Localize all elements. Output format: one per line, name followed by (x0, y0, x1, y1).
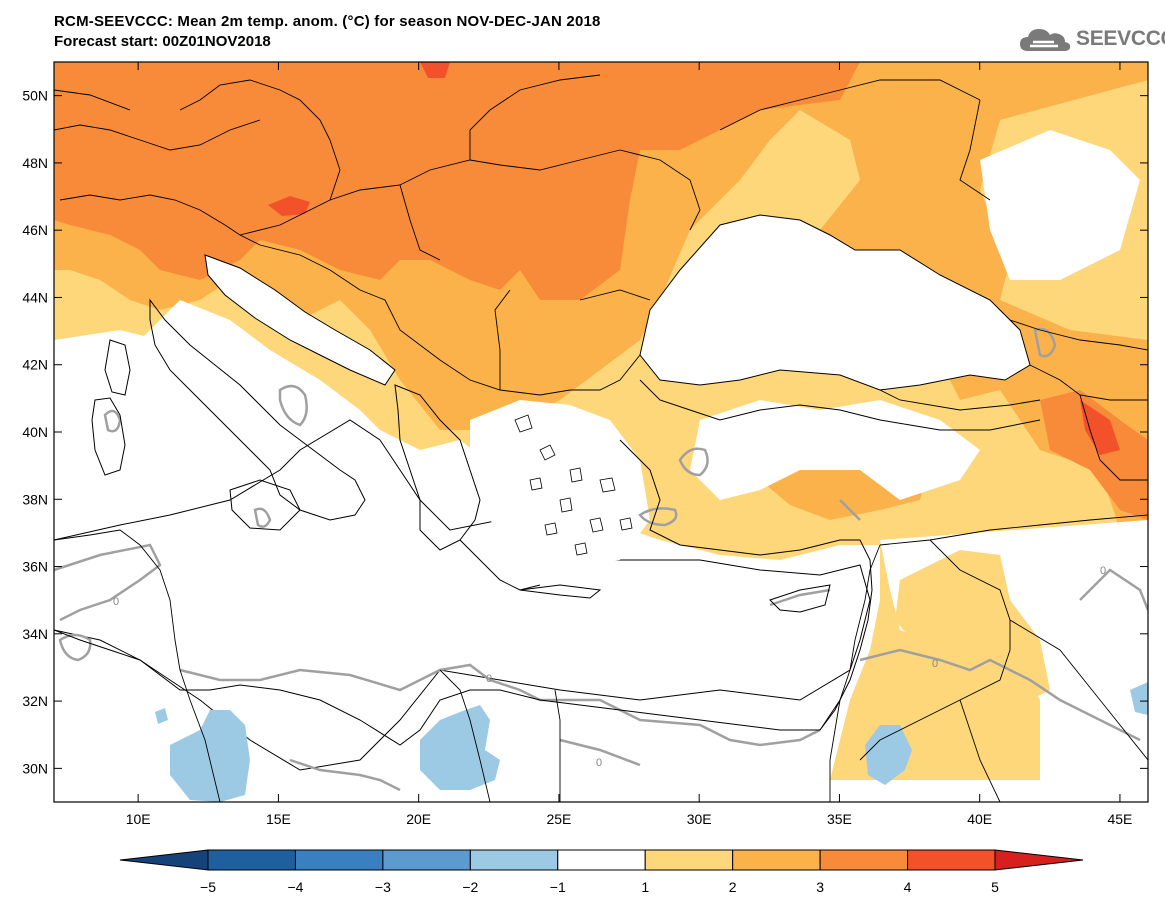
zero-contour-levant (859, 568, 1148, 742)
colorbar-bin (907, 849, 996, 871)
lat-tick-label: 48N (22, 155, 48, 171)
mediterranean-sea (54, 419, 871, 771)
colorbar-bin (207, 849, 296, 871)
zero-contour-libya (179, 663, 821, 747)
longitude-axis: 10E 15E 20E 25E 30E 35E 40E 45E (126, 62, 1132, 827)
contour-label: 0 (596, 757, 602, 769)
adriatic-sea (204, 254, 396, 386)
colorbar-over-triangle (994, 849, 1084, 871)
colorbar-bin (644, 849, 734, 871)
aegean-islands (514, 414, 633, 556)
zero-contour-north-africa (54, 543, 162, 622)
forecast-start: Forecast start: 00Z01NOV2018 (54, 33, 271, 50)
lon-tick-label: 20E (406, 811, 431, 827)
colorbar-bin (382, 849, 471, 871)
colorbar-label: 3 (816, 879, 824, 895)
aegean-sea (470, 400, 650, 565)
zero-contour-anatolia-2 (638, 507, 678, 527)
colorbar-label: −2 (462, 879, 478, 895)
zero-contour-caucasus (1033, 327, 1057, 358)
anomaly-band-minus1-minus2-libya (170, 710, 250, 802)
anomaly-band-neutral-ukraine (980, 130, 1140, 280)
colorbar-label: −3 (375, 879, 391, 895)
logo-text: SEEVCCC (1076, 27, 1165, 50)
lat-tick-label: 42N (22, 357, 48, 373)
colorbar-bin (469, 849, 559, 871)
lat-tick-label: 38N (22, 491, 48, 507)
lon-tick-label: 40E (967, 811, 992, 827)
map-title: RCM-SEEVCCC: Mean 2m temp. anom. (°C) fo… (54, 13, 601, 30)
lat-tick-label: 36N (22, 559, 48, 575)
contour-label: 0 (932, 658, 938, 670)
colorbar-bin (557, 849, 646, 871)
lat-tick-label: 44N (22, 289, 48, 305)
zero-contour-libya-small (58, 633, 92, 662)
contour-label: 0 (113, 596, 119, 608)
country-borders (54, 74, 1148, 802)
lat-tick-label: 50N (22, 88, 48, 104)
colorbar: −5 −4 −3 −2 −1 1 2 3 4 5 (119, 849, 1084, 895)
lat-tick-label: 32N (22, 693, 48, 709)
lon-tick-label: 30E (687, 811, 712, 827)
lat-tick-label: 30N (22, 760, 48, 776)
colorbar-bin (819, 849, 909, 871)
anomaly-band-4-5-north (420, 62, 450, 78)
latitude-axis: 50N 48N 46N 44N 42N 40N 38N 36N 34N 32N 30N (22, 88, 1148, 776)
contour-label: 0 (486, 673, 492, 685)
colorbar-label: 2 (729, 879, 737, 895)
lat-tick-label: 40N (22, 424, 48, 440)
colorbar-under-triangle (119, 849, 209, 871)
zero-contour-egypt (289, 738, 641, 792)
coastlines (54, 298, 1041, 746)
zero-contours (54, 327, 1148, 792)
colorbar-bin (294, 849, 384, 871)
lat-tick-label: 34N (22, 626, 48, 642)
lon-tick-label: 15E (266, 811, 291, 827)
zero-contour-sardinia (103, 409, 122, 433)
map-content: 0 0 0 0 0 (54, 62, 1148, 802)
zero-contour-anatolia-1 (678, 447, 709, 477)
anomaly-band-4-5-armenia (1080, 400, 1120, 455)
cloud-icon (1020, 29, 1071, 51)
anomaly-band-minus1-minus2-iraq (1130, 682, 1148, 715)
colorbar-label: 1 (641, 879, 649, 895)
anomaly-band-minus1-minus2-tunisia (155, 708, 168, 724)
lon-tick-label: 35E (827, 811, 852, 827)
zero-contour-italy (278, 384, 308, 427)
anomaly-band-4-5-alps (268, 196, 310, 216)
anomaly-band-3-4-caucasus (1040, 390, 1148, 520)
seevccc-logo: SEEVCCC (1018, 24, 1165, 54)
lon-tick-label: 25E (546, 811, 571, 827)
colorbar-label: −1 (550, 879, 566, 895)
contour-labels: 0 0 0 0 0 (113, 565, 1106, 769)
colorbar-bin (732, 849, 821, 871)
zero-contour-sicily (253, 507, 272, 528)
lon-tick-label: 10E (126, 811, 151, 827)
lat-tick-label: 46N (22, 222, 48, 238)
colorbar-label: −4 (287, 879, 303, 895)
colorbar-label: 4 (904, 879, 912, 895)
anomaly-band-minus1-minus2-egypt (420, 705, 500, 790)
anomaly-band-minus1-minus2-sinai (865, 725, 912, 785)
zero-contour-cyprus (769, 499, 861, 607)
lon-tick-label: 45E (1107, 811, 1132, 827)
anomaly-band-1-2-syria (895, 550, 1050, 700)
colorbar-label: −5 (200, 879, 216, 895)
colorbar-label: 5 (991, 879, 999, 895)
contour-label: 0 (1100, 565, 1106, 577)
